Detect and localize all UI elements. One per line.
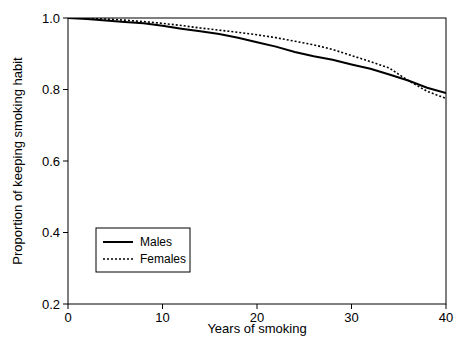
chart: 0102030400.20.40.60.81.0Years of smoking… (0, 0, 470, 338)
y-tick-label: 0.2 (42, 297, 60, 312)
y-tick (63, 161, 68, 162)
x-axis-label: Years of smoking (207, 321, 306, 336)
legend-label: Females (140, 252, 186, 266)
x-tick-label: 0 (64, 310, 71, 325)
x-tick-label: 30 (344, 310, 358, 325)
legend-swatch (103, 241, 133, 243)
x-tick-label: 40 (439, 310, 453, 325)
x-tick (68, 304, 69, 309)
y-tick (63, 89, 68, 90)
legend-box (96, 228, 190, 272)
y-axis-label: Proportion of keeping smoking habit (10, 57, 25, 265)
x-tick (257, 304, 258, 309)
x-tick (446, 304, 447, 309)
legend-label: Males (140, 235, 172, 249)
y-tick-label: 0.6 (42, 154, 60, 169)
y-tick (63, 304, 68, 305)
y-tick (63, 18, 68, 19)
y-tick-label: 0.4 (42, 225, 60, 240)
y-tick-label: 0.8 (42, 82, 60, 97)
x-tick (351, 304, 352, 309)
series-group (68, 18, 446, 98)
y-tick (63, 232, 68, 233)
x-tick (162, 304, 163, 309)
series-line (68, 18, 446, 98)
y-tick-label: 1.0 (42, 11, 60, 26)
plot-frame (68, 18, 446, 304)
x-tick-label: 10 (155, 310, 169, 325)
series-line (68, 18, 446, 93)
legend-swatch (103, 258, 133, 260)
